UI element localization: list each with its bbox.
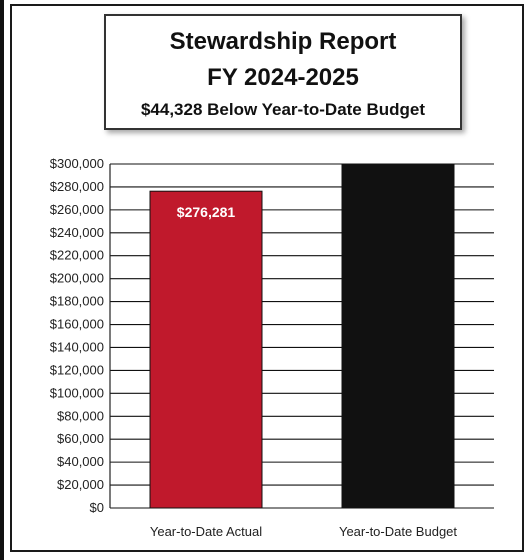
left-border-strip [0, 0, 4, 560]
bars [149, 163, 455, 509]
y-tick-label: $240,000 [50, 225, 104, 240]
y-tick-label: $260,000 [50, 202, 104, 217]
y-tick-label: $120,000 [50, 362, 104, 377]
y-tick-label: $200,000 [50, 271, 104, 286]
y-axis-ticks: $0 $20,000 $40,000 $60,000 $80,000 $100,000 $1… [50, 156, 104, 515]
y-tick-label: $0 [90, 500, 104, 515]
y-tick-label: $280,000 [50, 179, 104, 194]
budget-variance-note: $44,328 Below Year-to-Date Budget [140, 100, 426, 119]
bar-ytd-actual [149, 190, 263, 509]
data-labels: $276,281 [177, 204, 236, 220]
y-tick-label: $160,000 [50, 317, 104, 332]
y-tick-label: $180,000 [50, 294, 104, 309]
chart-subtitle: FY 2024-2025 [207, 64, 359, 91]
y-tick-label: $80,000 [57, 408, 104, 423]
chart-title: Stewardship Report [169, 28, 397, 55]
y-tick-label: $60,000 [57, 431, 104, 446]
y-tick-label: $40,000 [57, 454, 104, 469]
y-tick-label: $100,000 [50, 385, 104, 400]
bar-data-label: $276,281 [177, 204, 236, 220]
y-tick-label: $300,000 [50, 156, 104, 171]
x-category-label: Year-to-Date Budget [339, 524, 457, 539]
x-category-label: Year-to-Date Actual [150, 524, 262, 539]
y-tick-label: $20,000 [57, 477, 104, 492]
bar-ytd-budget [341, 163, 455, 509]
x-axis-categories: Year-to-Date Actual Year-to-Date Budget [150, 524, 458, 539]
y-tick-label: $220,000 [50, 248, 104, 263]
title-box: Stewardship Report FY 2024-2025 $44,328 … [104, 14, 462, 130]
y-tick-label: $140,000 [50, 339, 104, 354]
